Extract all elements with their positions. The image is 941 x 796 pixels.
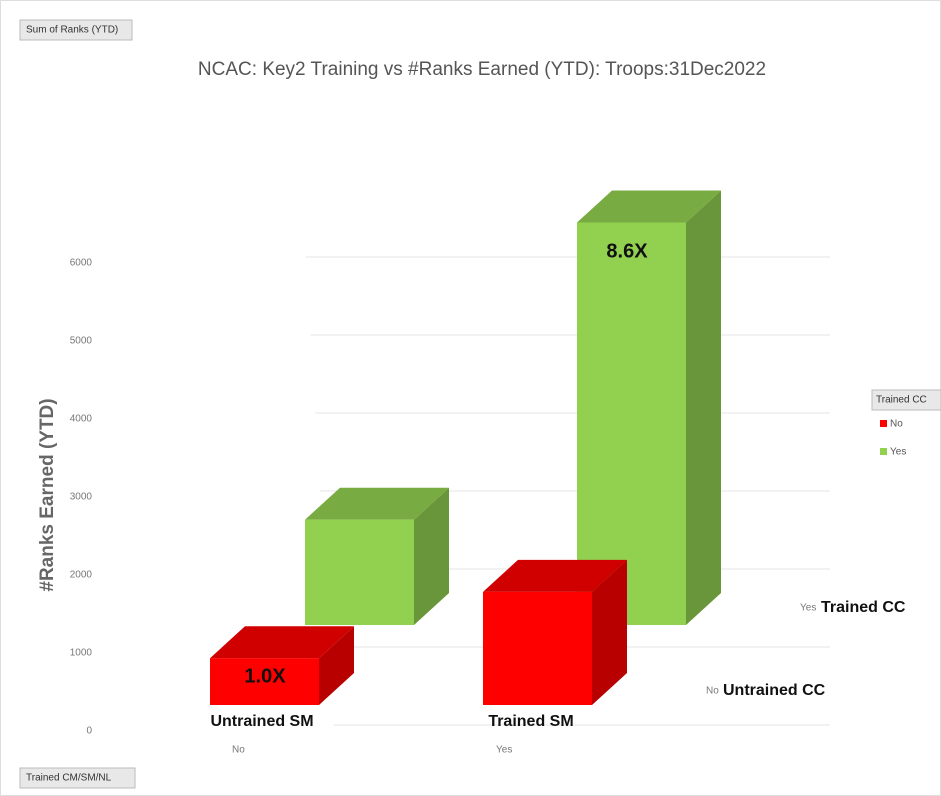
legend-swatch xyxy=(880,448,887,455)
y-tick-label: 5000 xyxy=(70,336,93,347)
bar-top xyxy=(210,626,354,659)
legend-label: Yes xyxy=(890,447,906,458)
y-tick-label: 1000 xyxy=(70,648,93,659)
annotation: Trained SM xyxy=(488,713,573,730)
depth-tick-label: No xyxy=(706,686,719,697)
y-tick-label: 3000 xyxy=(70,492,93,503)
value-field-label[interactable]: Sum of Ranks (YTD) xyxy=(26,25,118,36)
y-axis-label: #Ranks Earned (YTD) xyxy=(37,398,58,591)
bar xyxy=(210,658,319,705)
annotation: Trained CC xyxy=(821,599,906,616)
bar xyxy=(305,519,414,625)
axis-field-label[interactable]: Trained CM/SM/NL xyxy=(26,773,112,784)
annotation: Untrained CC xyxy=(723,682,826,699)
legend-field-button[interactable] xyxy=(871,389,941,411)
annotation: Untrained SM xyxy=(210,713,313,730)
legend-swatch xyxy=(880,420,887,427)
bar-side xyxy=(414,487,449,625)
x-tick-label: No xyxy=(232,745,245,756)
value-field-button[interactable] xyxy=(19,19,133,41)
chart-title: NCAC: Key2 Training vs #Ranks Earned (YT… xyxy=(198,59,766,80)
bar-top xyxy=(483,559,627,592)
bar-side xyxy=(319,626,354,705)
bar xyxy=(483,591,592,705)
axis-field-button[interactable] xyxy=(19,767,136,789)
y-tick-label: 2000 xyxy=(70,570,93,581)
y-tick-label: 4000 xyxy=(70,414,93,425)
x-tick-label: Yes xyxy=(496,745,512,756)
bar-top xyxy=(305,487,449,520)
legend-title[interactable]: Trained CC xyxy=(876,395,927,406)
y-tick-label: 0 xyxy=(86,726,92,737)
legend-label: No xyxy=(890,419,903,430)
bar-side xyxy=(686,190,721,625)
bar-side xyxy=(592,559,627,705)
y-tick-label: 6000 xyxy=(70,258,93,269)
bar-top xyxy=(577,190,721,223)
bar xyxy=(577,222,686,625)
annotation: 1.0X xyxy=(244,665,286,687)
annotation: 8.6X xyxy=(606,240,648,262)
depth-tick-label: Yes xyxy=(800,603,816,614)
